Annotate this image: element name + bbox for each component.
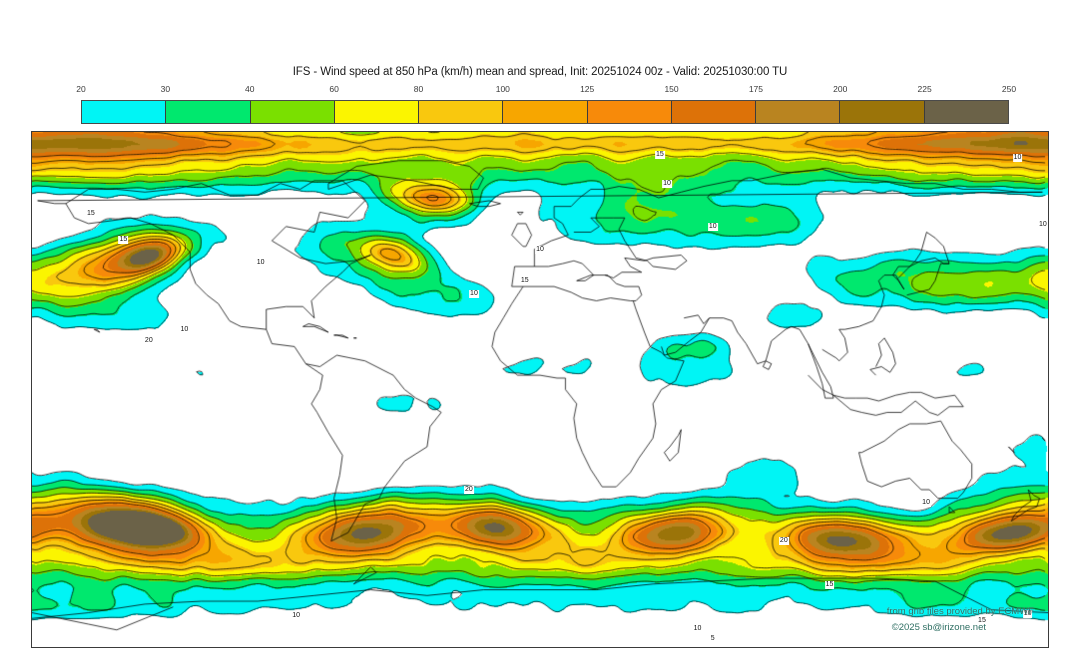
contour-label: 5 (709, 635, 716, 644)
colorbar-band-125-150 (587, 101, 672, 123)
colorbar-band-100-125 (503, 101, 588, 123)
colorbar-tick-125: 125 (580, 84, 595, 94)
contour-label: 10 (662, 179, 672, 188)
colorbar-band-60-80 (334, 101, 420, 123)
colorbar-band-200-225 (840, 101, 925, 123)
colorbar-band-175-200 (756, 101, 841, 123)
contour-label: 10 (1012, 153, 1023, 162)
contour-label: 10 (1022, 609, 1033, 618)
colorbar-band-80-100 (419, 101, 504, 123)
colorbar-tick-labels: 20 30 40 60 80 100 125 150 175 200 225 250 (76, 84, 1016, 97)
contour-label: 10 (255, 259, 266, 268)
colorbar-band-40-60 (250, 101, 335, 123)
colorbar-band-20-30 (82, 101, 167, 123)
colorbar-tick-40: 40 (244, 84, 255, 94)
contour-label: 15 (86, 210, 96, 219)
colorbar-band-150-175 (671, 101, 757, 123)
colorbar-band-225-250 (924, 101, 1008, 123)
colorbar-bands (81, 100, 1009, 124)
colorbar-tick-175: 175 (748, 84, 763, 94)
contour-label: 20 (778, 537, 789, 546)
colorbar: 20 30 40 60 80 100 125 150 175 200 225 250 (76, 84, 1016, 126)
map-plot-area[interactable]: 15 10 20 15 15 10 10 10 10 10 10 10 15 20 20 15 10 10 5 10 1… (31, 131, 1049, 648)
contour-label: 20 (463, 485, 474, 494)
contour-label: 10 (469, 290, 479, 299)
contour-label: 15 (519, 277, 530, 286)
colorbar-tick-200: 200 (833, 84, 848, 94)
colorbar-tick-60: 60 (329, 84, 339, 94)
colorbar-tick-150: 150 (664, 84, 679, 94)
contour-label: 10 (1038, 220, 1048, 229)
watermark-source: from grib files provided by ECMWF (886, 606, 1034, 617)
colorbar-tick-80: 80 (413, 84, 424, 94)
colorbar-tick-250: 250 (1001, 84, 1017, 94)
contour-label: 10 (291, 612, 302, 621)
colorbar-tick-100: 100 (495, 84, 510, 94)
watermark-copyright: ©2025 sb@irizone.net (891, 622, 986, 633)
contour-label: 15 (977, 617, 987, 626)
contour-label: 15 (824, 581, 835, 590)
contour-label: 10 (921, 498, 931, 507)
contour-label: 10 (692, 624, 703, 633)
contour-label: 15 (118, 236, 129, 245)
contour-label: 10 (535, 246, 545, 255)
colorbar-tick-30: 30 (160, 84, 171, 94)
page-title: IFS - Wind speed at 850 hPa (km/h) mean … (292, 66, 788, 78)
colorbar-tick-20: 20 (76, 84, 86, 94)
contour-label: 15 (654, 151, 665, 160)
weather-map-canvas[interactable] (32, 132, 1048, 647)
colorbar-band-30-40 (166, 101, 251, 123)
contour-label: 10 (179, 326, 190, 335)
contour-label: 10 (707, 223, 718, 232)
contour-label: 20 (143, 336, 154, 345)
colorbar-tick-225: 225 (917, 84, 932, 94)
